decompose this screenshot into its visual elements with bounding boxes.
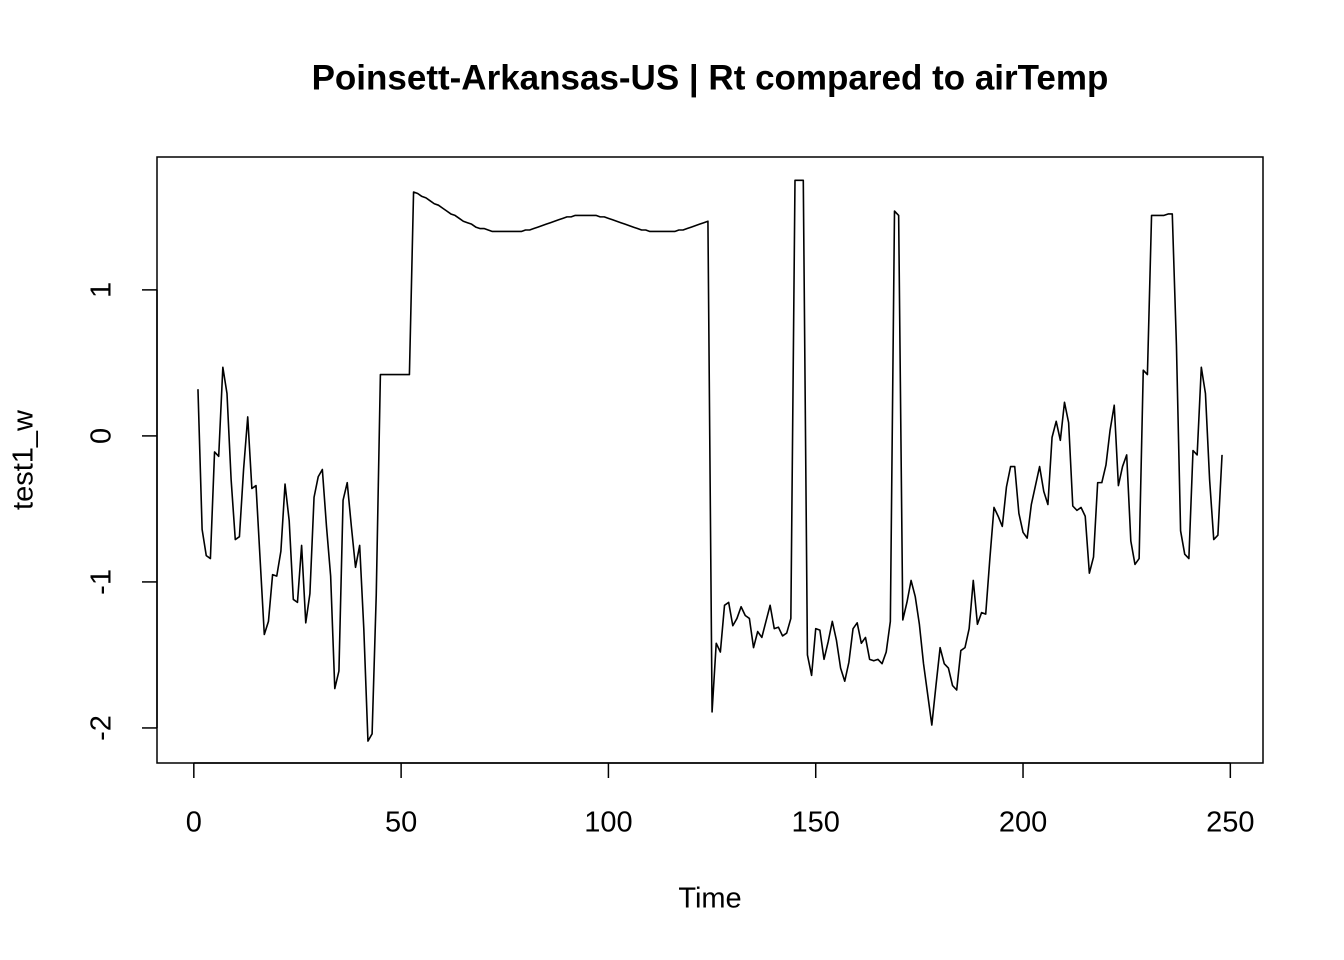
y-tick-label: -1 (86, 569, 118, 595)
y-tick-label: -2 (86, 715, 118, 741)
x-tick-label: 200 (999, 807, 1047, 839)
x-tick-label: 150 (792, 807, 840, 839)
y-axis-label: test1_w (8, 409, 40, 510)
x-tick-label: 250 (1206, 807, 1254, 839)
x-tick-label: 100 (584, 807, 632, 839)
y-tick-label: 0 (86, 428, 118, 444)
x-axis-label: Time (678, 883, 741, 915)
y-tick-label: 1 (86, 282, 118, 298)
data-line (197, 179, 1223, 742)
x-tick-label: 0 (186, 807, 202, 839)
chart-title: Poinsett-Arkansas-US | Rt compared to ai… (312, 58, 1109, 97)
x-tick-label: 50 (385, 807, 417, 839)
